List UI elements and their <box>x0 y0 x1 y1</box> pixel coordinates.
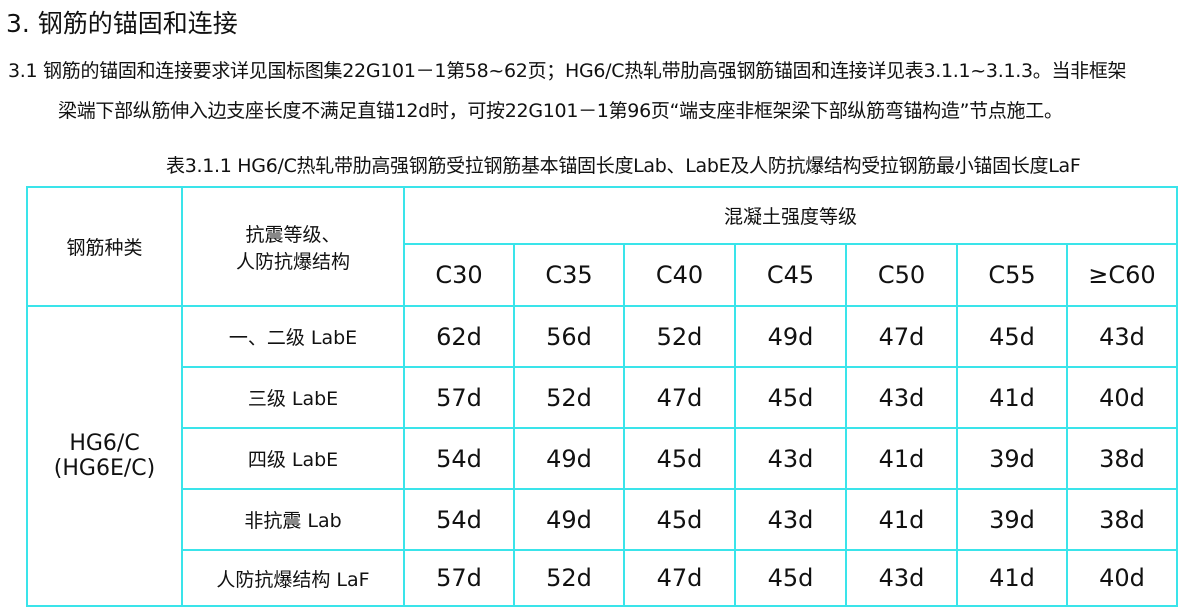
grade-header: ≥C60 <box>1066 243 1178 307</box>
value-cell: 41d <box>956 549 1068 607</box>
header-seismic-grade-line2: 人防抗爆结构 <box>235 250 350 273</box>
value-cell: 47d <box>845 305 958 368</box>
value-cell: 45d <box>956 305 1068 368</box>
value-cell: 47d <box>623 366 736 429</box>
row-label: 非抗震 Lab <box>181 488 405 551</box>
value-cell: 52d <box>513 549 625 607</box>
value-cell: 40d <box>1066 366 1178 429</box>
value-cell: 38d <box>1066 427 1178 490</box>
value-cell: 49d <box>734 305 847 368</box>
value-cell: 43d <box>734 427 847 490</box>
steel-type-line2: (HG6E/C) <box>53 456 156 481</box>
paragraph-line-1: 3.1 钢筋的锚固和连接要求详见国标图集22G101－1第58~62页；HG6/… <box>8 60 1127 82</box>
value-cell: 56d <box>513 305 625 368</box>
value-cell: 41d <box>845 488 958 551</box>
value-cell: 40d <box>1066 549 1178 607</box>
value-cell: 62d <box>403 305 515 368</box>
value-cell: 43d <box>1066 305 1178 368</box>
value-cell: 54d <box>403 488 515 551</box>
grade-header: C40 <box>623 243 736 307</box>
value-cell: 57d <box>403 366 515 429</box>
value-cell: 52d <box>513 366 625 429</box>
section-title: 3. 钢筋的锚固和连接 <box>6 9 238 38</box>
value-cell: 43d <box>734 488 847 551</box>
table-caption: 表3.1.1 HG6/C热轧带肋高强钢筋受拉钢筋基本锚固长度Lab、LabE及人… <box>166 155 1081 177</box>
steel-type-line1: HG6/C <box>69 431 140 456</box>
row-label: 三级 LabE <box>181 366 405 429</box>
value-cell: 57d <box>403 549 515 607</box>
table-row: HG6/C (HG6E/C) 一、二级 LabE 62d 56d 52d 49d 47d 45d… <box>26 305 1178 607</box>
grade-header: C50 <box>845 243 958 307</box>
value-cell: 43d <box>845 549 958 607</box>
value-cell: 47d <box>623 549 736 607</box>
value-cell: 43d <box>845 366 958 429</box>
value-cell: 45d <box>623 427 736 490</box>
value-cell: 39d <box>956 427 1068 490</box>
steel-type-cell: HG6/C (HG6E/C) <box>26 305 183 607</box>
row-label: 四级 LabE <box>181 427 405 490</box>
header-seismic-grade: 抗震等级、 人防抗爆结构 <box>181 186 405 307</box>
header-concrete-grade: 混凝土强度等级 <box>403 186 1178 245</box>
table-row: 人防抗爆结构 LaF 57d 52d 47d 45d 43d 41d 40d <box>27 549 1178 607</box>
anchorage-length-table: 钢筋种类 抗震等级、 人防抗爆结构 混凝土强度等级 C30 C35 C40 C45 C5… <box>26 186 1178 607</box>
paragraph-line-2: 梁端下部纵筋伸入边支座长度不满足直锚12d时，可按22G101－1第96页“端支… <box>58 100 1063 122</box>
table-row: 三级 LabE 57d 52d 47d 45d 43d 41d 40d <box>27 366 1178 429</box>
value-cell: 49d <box>513 427 625 490</box>
value-cell: 45d <box>734 549 847 607</box>
value-cell: 41d <box>956 366 1068 429</box>
grade-header: C55 <box>956 243 1068 307</box>
grade-header: C45 <box>734 243 847 307</box>
grade-header: C30 <box>403 243 515 307</box>
header-seismic-grade-line1: 抗震等级、 <box>245 223 341 246</box>
table-row: 非抗震 Lab 54d 49d 45d 43d 41d 39d 38d <box>27 488 1178 551</box>
value-cell: 49d <box>513 488 625 551</box>
row-label: 人防抗爆结构 LaF <box>181 549 405 607</box>
value-cell: 41d <box>845 427 958 490</box>
row-label: 一、二级 LabE <box>181 305 405 368</box>
header-steel-type: 钢筋种类 <box>26 186 183 307</box>
grade-header: C35 <box>513 243 625 307</box>
value-cell: 38d <box>1066 488 1178 551</box>
value-cell: 54d <box>403 427 515 490</box>
value-cell: 45d <box>623 488 736 551</box>
value-cell: 39d <box>956 488 1068 551</box>
table-row: 四级 LabE 54d 49d 45d 43d 41d 39d 38d <box>27 427 1178 490</box>
value-cell: 52d <box>623 305 736 368</box>
value-cell: 45d <box>734 366 847 429</box>
